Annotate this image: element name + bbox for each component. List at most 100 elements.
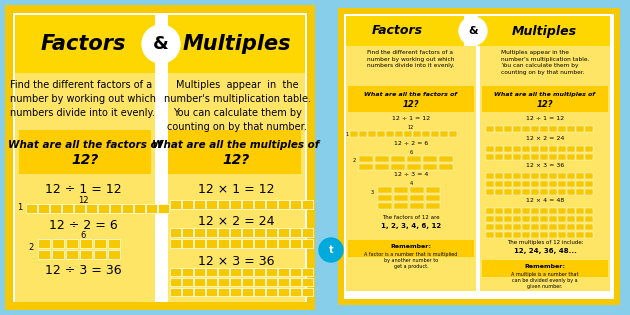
Bar — [567, 126, 575, 132]
Text: 12 × 4 = 48: 12 × 4 = 48 — [526, 198, 564, 203]
Text: 12?: 12? — [537, 100, 553, 109]
Bar — [522, 216, 530, 222]
Bar — [567, 189, 575, 195]
Bar — [182, 288, 193, 296]
Bar — [194, 288, 205, 296]
Bar — [52, 250, 64, 259]
Bar — [585, 181, 593, 187]
Bar — [194, 268, 205, 276]
Circle shape — [142, 25, 180, 63]
Bar — [558, 173, 566, 179]
Text: &: & — [468, 26, 478, 36]
Bar — [254, 228, 265, 237]
Bar — [108, 250, 120, 259]
Text: The factors of 12 are: The factors of 12 are — [382, 215, 440, 220]
Bar — [359, 156, 373, 162]
Bar — [585, 208, 593, 214]
Bar — [513, 189, 521, 195]
Bar — [585, 146, 593, 152]
Bar — [170, 228, 181, 237]
Bar — [558, 189, 566, 195]
Bar — [19, 130, 151, 174]
Bar — [585, 154, 593, 160]
Bar — [266, 239, 277, 248]
Circle shape — [319, 238, 343, 262]
Bar — [549, 208, 557, 214]
Text: 12?: 12? — [222, 153, 249, 167]
Bar — [576, 181, 584, 187]
Bar — [504, 208, 512, 214]
Bar — [134, 204, 145, 213]
Bar — [254, 239, 265, 248]
Bar — [426, 203, 440, 209]
Bar — [495, 208, 503, 214]
Bar — [522, 208, 530, 214]
Bar — [378, 203, 392, 209]
Bar — [522, 126, 530, 132]
Bar — [122, 204, 133, 213]
Bar — [230, 278, 241, 286]
Bar — [168, 73, 305, 302]
Bar — [66, 239, 78, 248]
Bar — [504, 146, 512, 152]
Bar — [504, 126, 512, 132]
Bar — [266, 200, 277, 209]
Bar — [522, 154, 530, 160]
Bar — [290, 288, 301, 296]
Bar — [290, 278, 301, 286]
Bar — [513, 181, 521, 187]
Bar — [15, 73, 155, 302]
Bar — [338, 8, 620, 305]
Bar — [440, 131, 448, 137]
Bar — [266, 268, 277, 276]
Bar — [576, 224, 584, 230]
Bar — [242, 268, 253, 276]
Bar — [540, 189, 548, 195]
Bar — [302, 288, 313, 296]
Bar — [476, 46, 480, 291]
Bar — [522, 181, 530, 187]
Bar — [206, 239, 217, 248]
Bar — [218, 228, 229, 237]
Bar — [513, 154, 521, 160]
Text: 3: 3 — [370, 191, 374, 196]
Bar — [378, 187, 392, 193]
Bar — [423, 156, 437, 162]
Bar — [242, 288, 253, 296]
Bar — [513, 224, 521, 230]
Bar — [449, 131, 457, 137]
Bar — [26, 204, 37, 213]
Bar — [495, 189, 503, 195]
Bar — [522, 232, 530, 238]
Bar — [482, 86, 608, 112]
Bar — [394, 195, 408, 201]
Bar — [531, 224, 539, 230]
Bar — [302, 278, 313, 286]
Bar — [182, 200, 193, 209]
Bar — [206, 228, 217, 237]
Bar — [486, 173, 494, 179]
Bar — [558, 208, 566, 214]
Bar — [558, 224, 566, 230]
Bar — [531, 173, 539, 179]
Text: 1: 1 — [345, 131, 348, 136]
Bar — [394, 203, 408, 209]
Bar — [513, 146, 521, 152]
Bar — [230, 268, 241, 276]
Text: 12 ÷ 1 = 12: 12 ÷ 1 = 12 — [45, 183, 122, 196]
Bar — [62, 204, 73, 213]
Bar — [531, 232, 539, 238]
Bar — [567, 208, 575, 214]
Bar — [168, 15, 305, 73]
Bar — [495, 126, 503, 132]
Bar — [495, 181, 503, 187]
Bar — [170, 200, 181, 209]
Bar — [486, 208, 494, 214]
Text: What are all the multiples of: What are all the multiples of — [495, 92, 595, 97]
Text: Factors: Factors — [40, 34, 126, 54]
Text: 4: 4 — [410, 181, 413, 186]
Text: Find the different factors of a
number by working out which
numbers divide into : Find the different factors of a number b… — [367, 50, 455, 68]
Bar — [558, 181, 566, 187]
Bar — [168, 130, 301, 174]
Bar — [38, 250, 50, 259]
